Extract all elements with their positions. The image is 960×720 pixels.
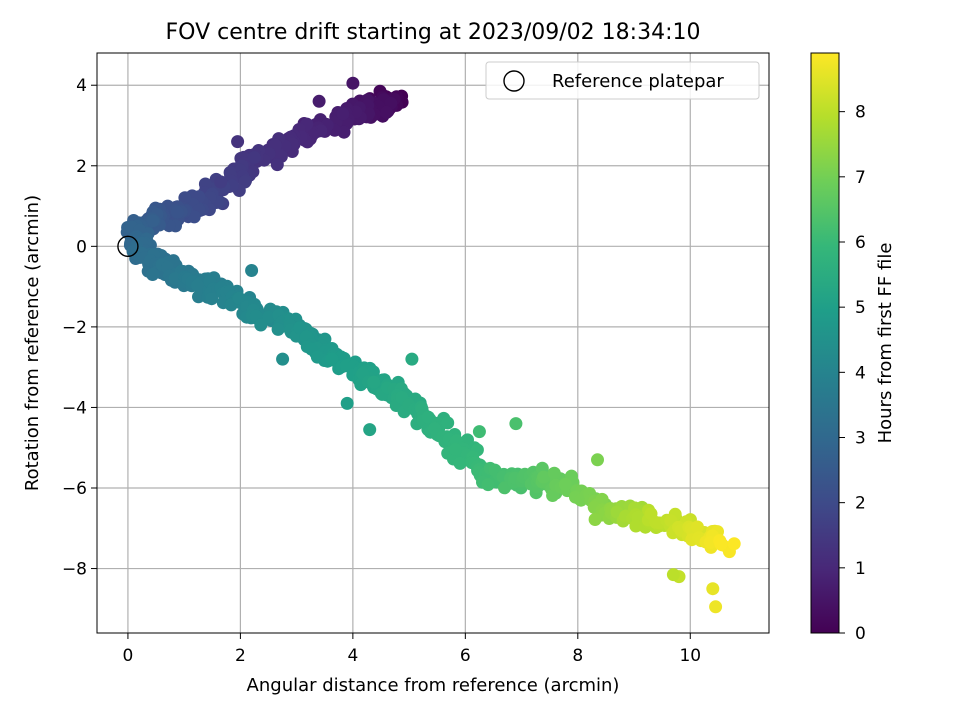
reference-marker-layer [117,235,139,258]
data-point [591,453,604,467]
data-point [367,375,381,389]
data-point [666,568,680,582]
data-point [558,477,572,491]
data-point [421,410,435,424]
y-tick-label: −6 [62,479,87,499]
data-point [312,94,326,108]
legend-box [485,61,760,100]
x-tick-label: 2 [235,646,246,666]
data-point [547,466,561,480]
data-point [690,520,704,534]
data-point [271,322,285,336]
y-tick-label: −2 [62,318,87,338]
data-point [170,205,184,219]
colorbar-tick-label: 1 [855,559,866,579]
colorbar-ticks: 0 1 2 3 4 5 6 7 8 [839,103,866,644]
data-point [453,456,467,470]
data-point [405,352,419,366]
data-point [449,442,462,456]
data-point [336,107,350,121]
colorbar-tick-label: 8 [855,103,866,123]
colorbar-tick-label: 4 [855,363,866,383]
data-point [340,396,354,410]
x-tick-label: 4 [347,646,358,666]
reference-platepar-marker [117,235,139,258]
y-tick-label: 2 [76,157,87,177]
data-point [245,264,259,277]
data-point [481,478,495,492]
x-axis-ticks: 0 2 4 6 8 10 [123,633,701,666]
data-point [441,416,455,430]
plot-frame [96,52,770,634]
y-tick-label: −8 [62,560,87,580]
data-point [714,537,728,551]
y-axis-label: Rotation from reference (arcmin) [22,195,43,491]
x-axis-label: Angular distance from reference (arcmin) [247,675,620,696]
y-tick-label: 0 [76,237,87,257]
data-point [178,191,192,205]
y-tick-label: 4 [76,76,87,96]
data-point [346,76,360,90]
data-point [325,352,339,366]
y-tick-label: −4 [62,398,87,418]
data-point [537,470,551,484]
colorbar-tick-label: 3 [855,428,866,448]
data-point [231,135,245,149]
data-point [380,105,394,119]
data-point [498,481,511,495]
gridlines [97,53,769,633]
data-point [706,582,720,596]
legend-label: Reference platepar [552,71,724,92]
data-point [509,417,523,431]
y-axis-ticks: −8 −6 −4 −2 0 2 4 [62,76,97,580]
data-points [120,76,741,614]
data-point [205,292,219,306]
data-point [546,489,560,502]
data-point [727,537,741,551]
chart-title: FOV centre drift starting at 2023/09/02 … [166,20,701,45]
data-point [709,600,723,614]
data-point [276,352,290,366]
colorbar-label: Hours from first FF file [875,243,896,444]
colorbar-tick-label: 5 [855,298,866,318]
colorbar-tick-label: 6 [855,233,866,253]
x-tick-label: 10 [679,646,701,666]
colorbar-tick-label: 2 [855,494,866,514]
data-point [363,423,377,437]
data-point [214,175,228,189]
colorbar: 0 1 2 3 4 5 6 7 8 Hours from first FF file [810,52,896,644]
legend-open-circle-marker [503,70,525,92]
data-point [247,151,261,164]
colorbar-tick-label: 0 [855,624,866,644]
data-point [254,318,268,332]
data-point [146,268,160,281]
data-point [187,210,201,224]
data-point [472,425,486,439]
x-tick-label: 8 [572,646,583,666]
data-point [588,513,602,526]
x-tick-label: 0 [123,646,134,666]
legend: Reference platepar [485,61,760,100]
data-point [146,214,160,228]
colorbar-gradient [810,52,840,634]
colorbar-tick-label: 7 [855,168,866,188]
data-point [629,519,643,533]
data-point [270,158,284,172]
x-tick-label: 6 [460,646,471,666]
